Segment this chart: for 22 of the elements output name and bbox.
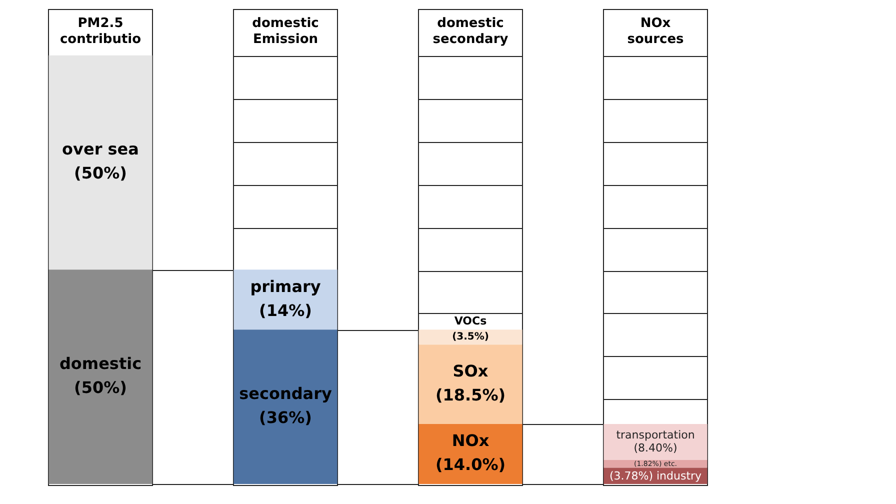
series-label: VOCs bbox=[454, 314, 488, 328]
data-label: (50%) bbox=[74, 164, 127, 183]
x-tick-label: domestic secondary bbox=[432, 16, 509, 47]
x-tick-label: NOx sources bbox=[627, 16, 684, 47]
data-label: (3.78%) bbox=[609, 469, 653, 482]
series-label: over sea bbox=[62, 140, 139, 159]
series-label: domestic bbox=[59, 354, 142, 373]
series-label: primary bbox=[250, 276, 322, 296]
x-tick-label: domestic Emission bbox=[252, 16, 319, 47]
series-label: NOx bbox=[452, 431, 490, 450]
data-label: (18.5%) bbox=[435, 385, 506, 404]
x-tick-label: PM2.5 contributio bbox=[60, 16, 142, 47]
data-label: (50%) bbox=[74, 378, 127, 397]
data-label: (36%) bbox=[259, 408, 312, 427]
series-label: SOx bbox=[452, 361, 489, 380]
series-label: transportation bbox=[616, 428, 695, 442]
series-label: secondary bbox=[239, 384, 332, 403]
data-label: (14.0%) bbox=[435, 455, 506, 474]
data-label: (8.40%) bbox=[634, 441, 678, 454]
series-label: industry bbox=[656, 469, 702, 482]
data-label: (3.5%) bbox=[452, 332, 489, 343]
data-label: (14%) bbox=[259, 300, 312, 320]
